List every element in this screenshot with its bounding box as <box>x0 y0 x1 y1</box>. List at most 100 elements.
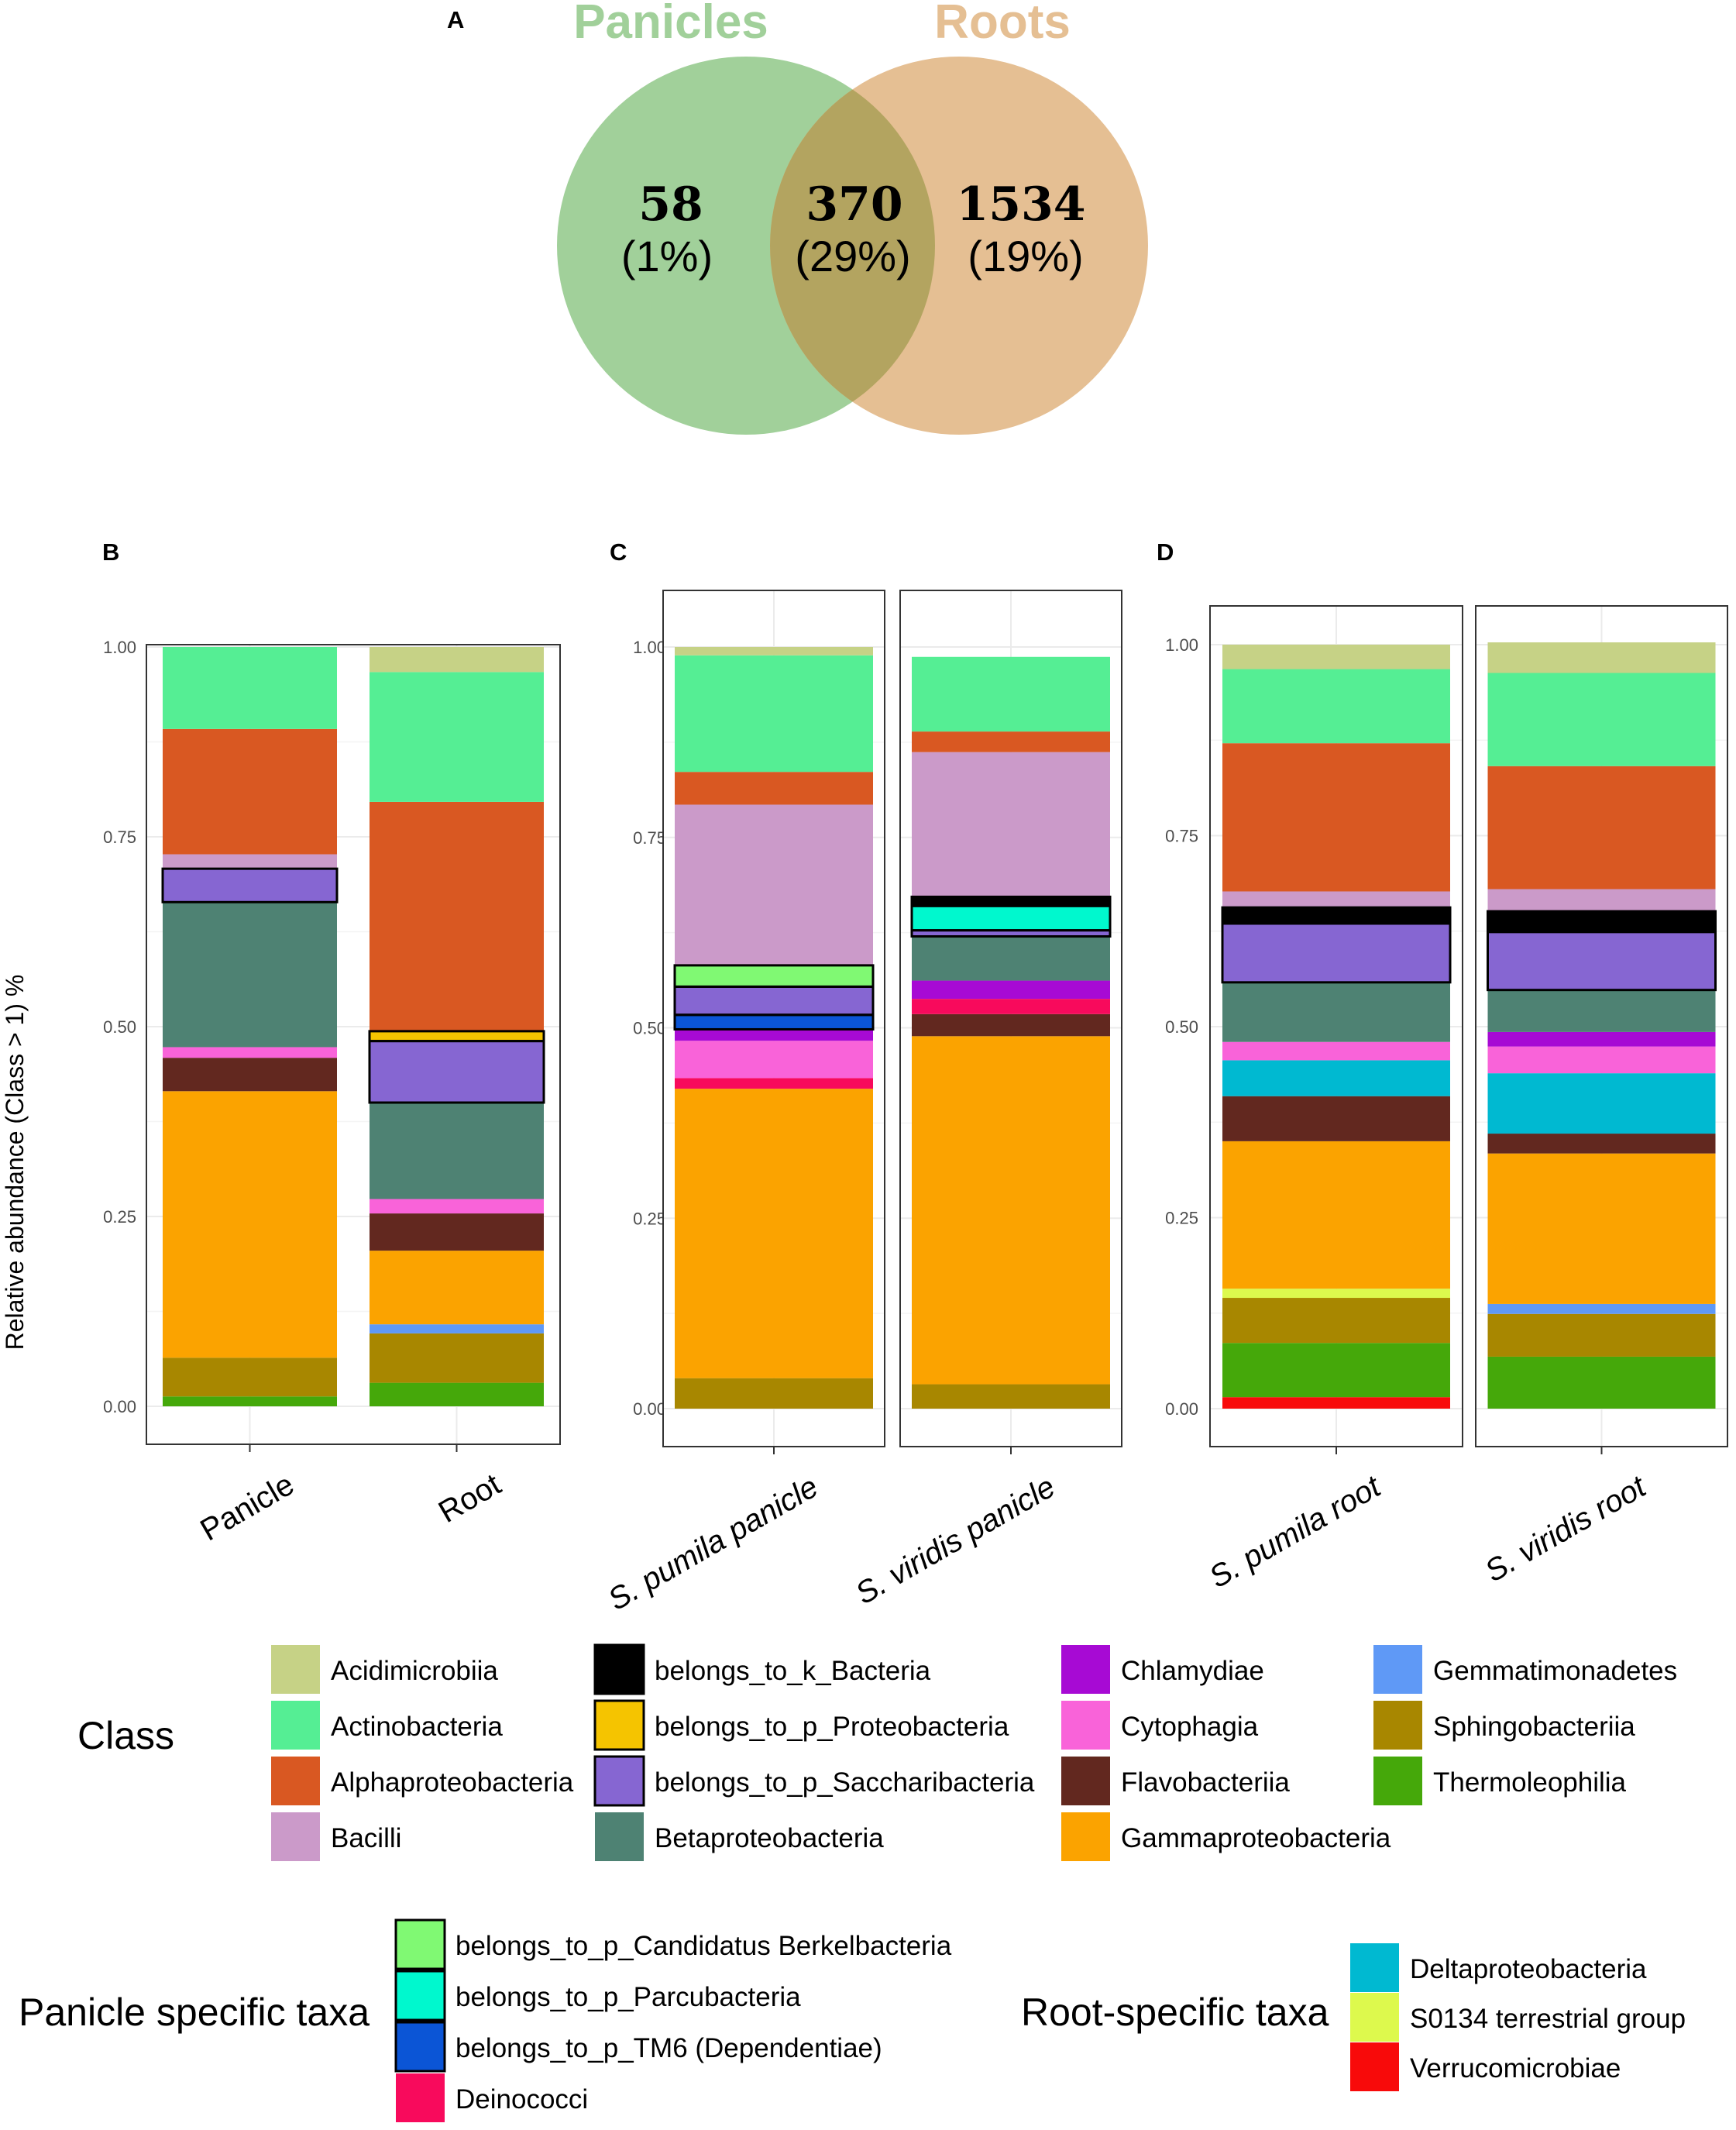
bar-segment-bacilli <box>163 854 337 869</box>
bar-segment-alphaproteobacteria <box>1222 743 1450 892</box>
bar-segment-bacilli <box>1487 889 1716 912</box>
bar-segment-chlamydiae <box>1487 1031 1716 1047</box>
bar-segment-verrucomicrobiae <box>1222 1397 1450 1409</box>
bar-segment-deinococci <box>912 999 1110 1014</box>
legend-panicle-specific: Panicle specific taxa belongs_to_p_Candid… <box>19 1918 952 2122</box>
venn-set-b-title: Roots <box>934 0 1071 49</box>
bar-segment-deinococci <box>675 1078 873 1089</box>
legend-label: Thermoleophilia <box>1433 1767 1627 1798</box>
bar-segment-thermoleophilia <box>1222 1343 1450 1398</box>
legend-item-belongs-to-p-saccharibacteria: belongs_to_p_Saccharibacteria <box>593 1755 1035 1807</box>
bar-segment-belongs-to-p-proteobacteria <box>370 1031 544 1041</box>
plot-border <box>662 590 885 1447</box>
y-tick-label: 0.75 <box>633 828 666 848</box>
bar-outline-belongs-to-p-candidatus-berkelbacteria <box>673 964 875 988</box>
bar-segment-gemmatimonadetes <box>370 1324 544 1333</box>
bar-segment-flavobacteriia <box>1222 1096 1450 1141</box>
bar-outline-belongs-to-k-bacteria <box>1221 906 1452 925</box>
legend-label: belongs_to_p_Saccharibacteria <box>655 1767 1035 1798</box>
bar-segment-belongs-to-k-bacteria <box>1487 911 1716 932</box>
y-tick-label: 0.50 <box>103 1017 136 1037</box>
plot-border <box>146 644 561 1445</box>
legend-item-belongs-to-p-proteobacteria: belongs_to_p_Proteobacteria <box>593 1699 1009 1751</box>
y-tick-label: 0.25 <box>633 1209 666 1228</box>
y-tick-label: 0.00 <box>103 1397 136 1416</box>
venn-only-b-pct: (19%) <box>968 232 1083 280</box>
bar-segment-sphingobacteriia <box>163 1357 337 1397</box>
legend-swatch <box>1350 1993 1399 2042</box>
bar-outline-belongs-to-k-bacteria <box>1487 910 1717 934</box>
panel-label-b: B <box>102 539 119 566</box>
y-axis-title: Relative abundance (Class > 1) % <box>1 975 29 1351</box>
bar-segment-gemmatimonadetes <box>1487 1303 1716 1314</box>
legend-label: Gammaproteobacteria <box>1121 1823 1391 1853</box>
legend-label: Actinobacteria <box>331 1712 503 1742</box>
facet-s-viridis-root: S. viridis root <box>1475 605 1728 1589</box>
legend-class: Class Acidimicrobiia Actinobacteria Alphapr… <box>77 1643 1677 1861</box>
legend-item-flavobacteriia: Flavobacteriia <box>1061 1757 1290 1805</box>
bar-segment-belongs-to-p-saccharibacteria <box>675 986 873 1015</box>
bar-segment-belongs-to-k-bacteria <box>1222 907 1450 924</box>
bar-segment-bacilli <box>1222 891 1450 908</box>
bar-s-pumila-panicle <box>675 647 873 1409</box>
bar-segment-betaproteobacteria <box>912 936 1110 981</box>
bar-segment-belongs-to-p-tm6-dependentiae <box>675 1014 873 1030</box>
bar-segment-sphingobacteriia <box>1222 1298 1450 1344</box>
legend-item-alphaproteobacteria: Alphaproteobacteria <box>271 1757 574 1805</box>
y-tick-label: 0.50 <box>633 1019 666 1038</box>
bar-segment-cytophagia <box>1222 1041 1450 1061</box>
bar-segment-flavobacteriia <box>1487 1134 1716 1154</box>
bar-s-viridis-panicle <box>912 656 1110 1409</box>
bar-segment-sphingobacteriia <box>675 1378 873 1409</box>
legend-swatch <box>271 1757 320 1805</box>
bar-segment-cytophagia <box>370 1199 544 1214</box>
legend-label: Bacilli <box>331 1823 401 1853</box>
legend-label: Alphaproteobacteria <box>331 1767 574 1798</box>
facet-panicle-root: Panicle Root <box>146 644 561 1547</box>
legend-item-cytophagia: Cytophagia <box>1061 1701 1259 1750</box>
bar-segment-belongs-to-p-saccharibacteria <box>370 1041 544 1103</box>
legend-item-thermoleophilia: Thermoleophilia <box>1373 1757 1627 1805</box>
plot-border <box>1475 605 1728 1447</box>
bar-segment-alphaproteobacteria <box>163 728 337 855</box>
legend-swatch <box>271 1645 320 1694</box>
bar-segment-belongs-to-p-candidatus-berkelbacteria <box>675 965 873 987</box>
bar-s-pumila-root <box>1222 645 1450 1409</box>
bar-segment-betaproteobacteria <box>1487 989 1716 1032</box>
bar-outline-belongs-to-p-saccharibacteria <box>161 867 339 903</box>
bar-segment-acidimicrobiia <box>675 647 873 656</box>
bar-segment-deltaproteobacteria <box>1222 1060 1450 1096</box>
y-tick-label: 1.00 <box>103 638 136 657</box>
bar-segment-belongs-to-p-saccharibacteria <box>163 869 337 903</box>
legend-swatch <box>1061 1701 1110 1750</box>
facet-s-pumila-panicle: S. pumila panicle <box>603 590 885 1617</box>
bar-segment-bacilli <box>912 752 1110 897</box>
bar-segment-actinobacteria <box>370 672 544 802</box>
legend-item-gemmatimonadetes: Gemmatimonadetes <box>1373 1645 1677 1694</box>
legend-label: Chlamydiae <box>1121 1656 1264 1686</box>
bar-segment-thermoleophilia <box>1487 1356 1716 1409</box>
legend-label: S0134 terrestrial group <box>1410 2004 1686 2034</box>
bar-root <box>370 647 544 1406</box>
bar-charts: B 0.00 0.25 0.50 0.75 1.00 Panicle Root C 0.00 0.2… <box>102 539 1728 1617</box>
legend-item-acidimicrobiia: Acidimicrobiia <box>271 1645 498 1694</box>
legend-label: Sphingobacteriia <box>1433 1712 1635 1742</box>
legends: Class Acidimicrobiia Actinobacteria Alphapr… <box>19 1643 1686 2122</box>
bar-segment-cytophagia <box>163 1047 337 1058</box>
legend-item-deinococci: Deinococci <box>396 2073 588 2122</box>
bar-segment-bacilli <box>675 804 873 965</box>
bar-segment-belongs-to-p-saccharibacteria <box>912 930 1110 937</box>
legend-swatch <box>1350 1943 1399 1992</box>
legend-swatch <box>593 1643 645 1695</box>
legend-label: Flavobacteriia <box>1121 1767 1290 1798</box>
legend-label: Gemmatimonadetes <box>1433 1656 1677 1686</box>
legend-item-gammaproteobacteria: Gammaproteobacteria <box>1061 1812 1391 1861</box>
y-tick-label: 1.00 <box>1165 635 1198 655</box>
bar-segment-gammaproteobacteria <box>912 1036 1110 1385</box>
x-category-label: S. viridis root <box>1480 1469 1653 1589</box>
legend-swatch <box>271 1701 320 1750</box>
legend-swatch <box>1373 1701 1422 1750</box>
legend-item-betaproteobacteria: Betaproteobacteria <box>595 1812 884 1861</box>
bar-segment-belongs-to-p-saccharibacteria <box>1487 931 1716 990</box>
legend-label: Acidimicrobiia <box>331 1656 498 1686</box>
